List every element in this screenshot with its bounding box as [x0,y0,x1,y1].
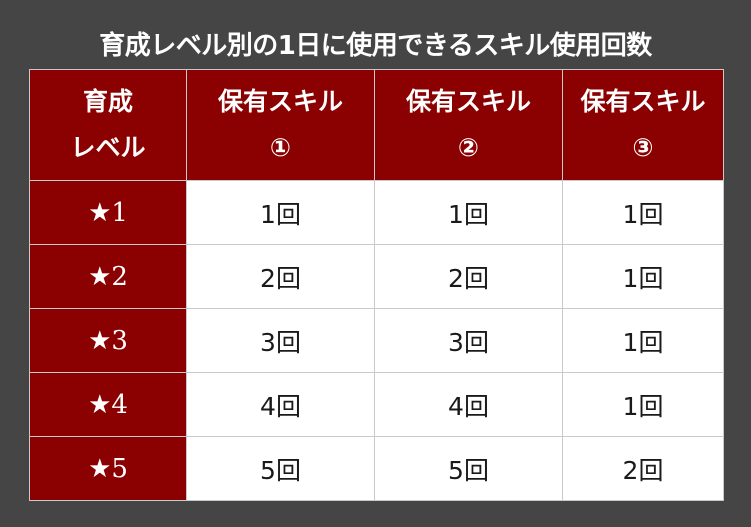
header-skill-1-line2: ① [269,133,292,162]
skill-3-count-cell: 2回 [562,436,724,501]
level-cell: ★5 [29,436,187,501]
table-row: ★1 1回 1回 1回 [29,180,724,245]
skill-2-count-cell: 4回 [374,372,563,437]
table-row: ★3 3回 3回 1回 [29,308,724,373]
table-row: ★4 4回 4回 1回 [29,372,724,437]
header-level-line2: レベル [70,133,146,162]
table-row: ★5 5回 5回 2回 [29,436,724,501]
skill-2-count-cell: 3回 [374,308,563,373]
skill-1-count-cell: 4回 [186,372,375,437]
skill-3-count-cell: 1回 [562,244,724,309]
header-level: 育成 レベル [29,69,187,181]
skill-3-count-cell: 1回 [562,372,724,437]
header-skill-2-line1: 保有スキル [405,87,531,116]
skill-2-count-cell: 1回 [374,180,563,245]
header-skill-2: 保有スキル ② [374,69,563,181]
header-skill-1: 保有スキル ① [186,69,375,181]
table-row: ★2 2回 2回 1回 [29,244,724,309]
level-cell: ★2 [29,244,187,309]
skill-usage-table: 育成 レベル 保有スキル ① 保有スキル ② 保有スキル ③ ★1 1回 1回 … [29,69,724,501]
header-row: 育成 レベル 保有スキル ① 保有スキル ② 保有スキル ③ [29,69,724,181]
skill-1-count-cell: 5回 [186,436,375,501]
skill-3-count-cell: 1回 [562,180,724,245]
header-skill-3: 保有スキル ③ [562,69,724,181]
level-cell: ★1 [29,180,187,245]
skill-3-count-cell: 1回 [562,308,724,373]
header-skill-3-line2: ③ [632,133,654,162]
page-title: 育成レベル別の1日に使用できるスキル使用回数 [99,31,652,61]
header-skill-3-line1: 保有スキル [580,87,706,116]
level-cell: ★4 [29,372,187,437]
level-cell: ★3 [29,308,187,373]
skill-2-count-cell: 5回 [374,436,563,501]
skill-1-count-cell: 2回 [186,244,375,309]
skill-1-count-cell: 1回 [186,180,375,245]
skill-2-count-cell: 2回 [374,244,563,309]
header-level-line1: 育成 [82,87,133,116]
header-skill-1-line1: 保有スキル [217,87,343,116]
header-skill-2-line2: ② [457,133,480,162]
skill-1-count-cell: 3回 [186,308,375,373]
